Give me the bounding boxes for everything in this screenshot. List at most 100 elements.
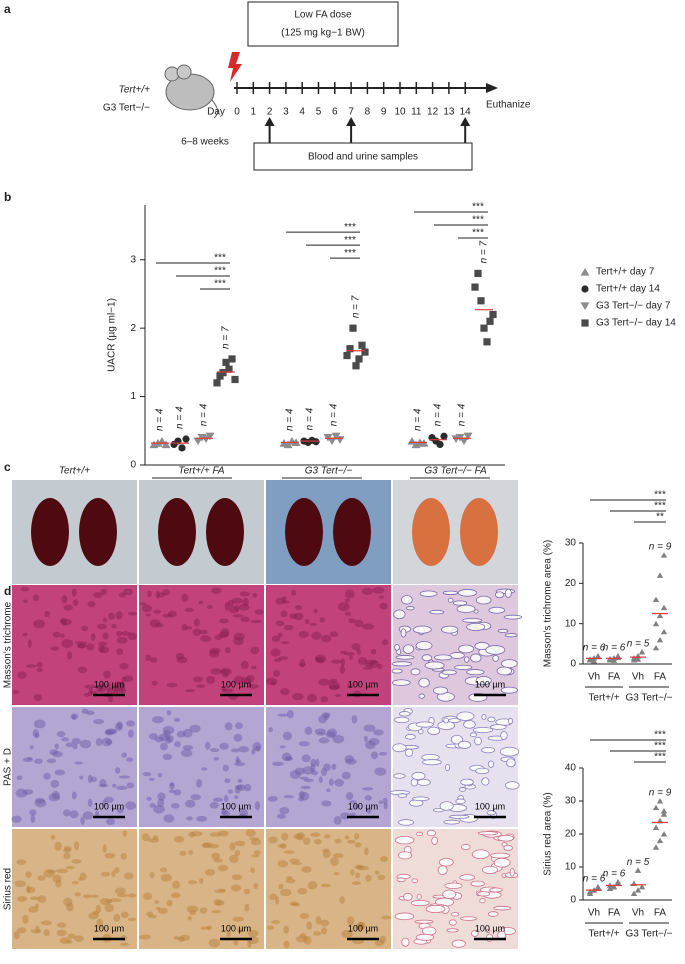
texture xyxy=(464,656,470,663)
legend-label: Tert+/+ day 14 xyxy=(596,284,660,295)
texture xyxy=(309,622,317,626)
texture xyxy=(285,878,296,884)
texture xyxy=(34,797,46,804)
significance-label: *** xyxy=(214,253,226,264)
texture xyxy=(251,665,257,670)
texture xyxy=(398,819,415,826)
texture xyxy=(503,844,513,851)
texture xyxy=(239,809,249,818)
point xyxy=(225,365,233,373)
texture xyxy=(71,737,81,745)
texture xyxy=(474,642,490,651)
texture xyxy=(298,741,310,747)
texture xyxy=(71,588,77,597)
texture xyxy=(118,592,126,598)
column-header: G3 Tert−/− FA xyxy=(424,466,487,477)
legend-label: G3 Tert−/− day 7 xyxy=(596,301,671,312)
texture xyxy=(315,758,320,768)
x-tick-label: Vh xyxy=(632,908,644,919)
texture xyxy=(123,675,134,682)
panel-label: a xyxy=(4,2,11,16)
texture xyxy=(470,653,482,663)
texture xyxy=(198,600,204,605)
texture xyxy=(63,604,73,611)
day-tick-label: 13 xyxy=(443,107,455,118)
texture xyxy=(349,812,356,817)
point xyxy=(222,358,230,366)
texture xyxy=(348,655,353,660)
texture xyxy=(17,671,27,679)
texture xyxy=(108,612,116,620)
point xyxy=(656,612,664,619)
texture xyxy=(213,858,224,863)
texture xyxy=(66,651,73,660)
point xyxy=(652,804,660,811)
point xyxy=(486,317,494,325)
texture xyxy=(355,872,361,879)
texture xyxy=(181,593,189,603)
texture xyxy=(162,753,173,761)
texture xyxy=(116,785,128,791)
texture xyxy=(295,605,303,611)
texture xyxy=(275,896,280,905)
texture xyxy=(329,631,339,637)
texture xyxy=(159,867,168,873)
texture xyxy=(87,774,93,784)
texture xyxy=(318,678,331,686)
legend-marker xyxy=(581,285,589,293)
scale-label: 100 µm xyxy=(348,679,378,689)
texture xyxy=(417,778,431,786)
texture xyxy=(391,661,413,667)
texture xyxy=(378,800,384,805)
texture xyxy=(173,835,185,843)
texture xyxy=(371,751,379,760)
x-tick-label: Vh xyxy=(588,908,600,919)
texture xyxy=(16,775,23,781)
point xyxy=(660,604,668,611)
point xyxy=(606,885,614,892)
texture xyxy=(351,715,358,724)
y-tick-label: 0 xyxy=(570,895,576,906)
texture xyxy=(471,849,490,860)
texture xyxy=(374,939,385,947)
texture xyxy=(377,874,386,881)
texture xyxy=(274,658,282,663)
point xyxy=(440,432,448,440)
texture xyxy=(87,798,93,807)
texture xyxy=(50,779,60,788)
texture xyxy=(247,684,259,689)
texture xyxy=(352,803,360,809)
y-tick-label: 0 xyxy=(570,659,576,670)
point xyxy=(634,867,642,873)
texture xyxy=(272,761,284,767)
texture xyxy=(28,906,39,913)
panel-label: c xyxy=(4,460,11,474)
y-axis-label: UACR (µg ml−1) xyxy=(107,298,118,372)
texture xyxy=(284,756,293,761)
texture xyxy=(189,910,197,916)
texture xyxy=(189,724,201,733)
group-label: G3 Tert−/− xyxy=(625,929,672,940)
texture xyxy=(139,602,147,606)
texture xyxy=(234,840,246,847)
texture xyxy=(55,879,62,888)
day-label: Day xyxy=(207,107,225,118)
texture xyxy=(279,888,292,897)
day-tick-label: 12 xyxy=(427,107,439,118)
texture xyxy=(344,611,352,616)
texture xyxy=(254,609,264,615)
texture xyxy=(29,809,37,816)
texture xyxy=(149,803,156,808)
texture xyxy=(320,927,328,935)
texture xyxy=(458,644,475,654)
texture xyxy=(199,629,208,635)
texture xyxy=(22,789,34,795)
texture xyxy=(354,619,364,628)
texture xyxy=(141,833,150,842)
texture xyxy=(462,618,483,623)
texture xyxy=(123,872,134,880)
texture xyxy=(153,609,161,614)
n-label: n = 9 xyxy=(649,788,672,799)
texture xyxy=(157,592,166,598)
texture xyxy=(250,839,262,846)
